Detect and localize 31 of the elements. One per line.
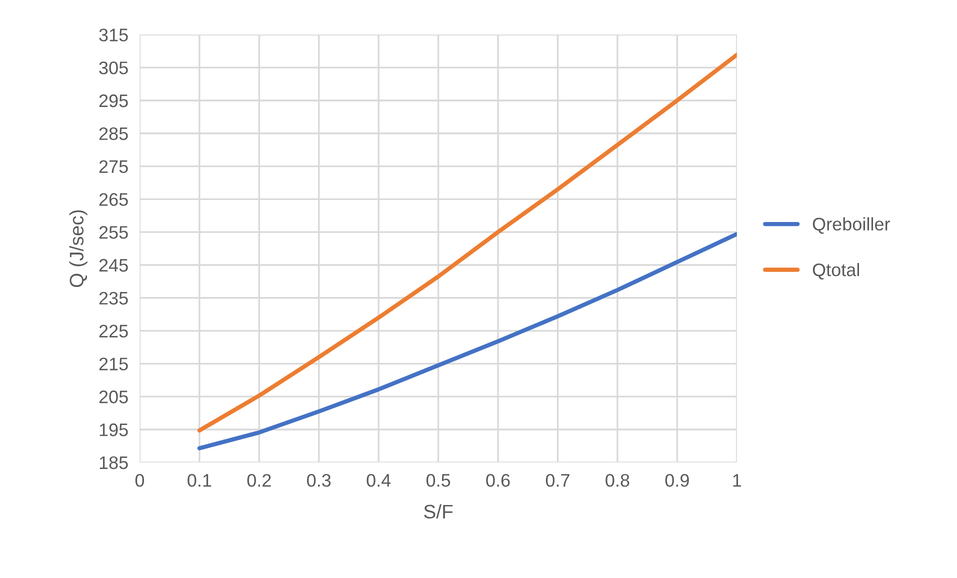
y-tick-label: 275	[99, 160, 128, 174]
x-tick-label: 0.7	[546, 474, 570, 487]
y-tick-label: 195	[100, 423, 128, 436]
x-tick-label: 0.3	[307, 474, 331, 487]
x-tick-label: 0.4	[366, 474, 391, 487]
y-tick-label: 285	[99, 127, 128, 140]
y-tick-label: 225	[99, 324, 128, 338]
legend-label: Qreboiller	[812, 217, 890, 234]
x-tick-label: 0.5	[426, 474, 450, 487]
y-tick-label: 295	[99, 94, 128, 108]
x-tick-label: 0.1	[188, 474, 212, 487]
x-tick-label: 0.8	[606, 474, 630, 487]
x-axis-title: S/F	[424, 504, 453, 519]
y-tick-label: 205	[99, 390, 128, 404]
y-tick-label: 265	[99, 193, 128, 206]
y-tick-label: 245	[99, 258, 128, 272]
line-series	[197, 52, 737, 433]
legend-label: Qtotal	[812, 262, 859, 280]
y-tick-label: 255	[99, 226, 128, 239]
x-tick-label: 0.6	[486, 474, 510, 487]
x-tick-label: 0.2	[247, 474, 271, 487]
y-tick-label: 305	[99, 62, 128, 74]
x-tick-label: 0.9	[665, 474, 689, 487]
y-tick-label: 235	[99, 292, 128, 305]
y-axis-title: Q (J/sec)	[69, 210, 88, 288]
y-tick-label: 215	[99, 358, 128, 370]
y-tick-label: 185	[100, 456, 128, 470]
x-tick-label: 1	[733, 474, 742, 487]
x-tick-label: 0	[135, 474, 144, 487]
y-tick-label: 315	[99, 28, 128, 42]
line-series	[197, 232, 737, 450]
